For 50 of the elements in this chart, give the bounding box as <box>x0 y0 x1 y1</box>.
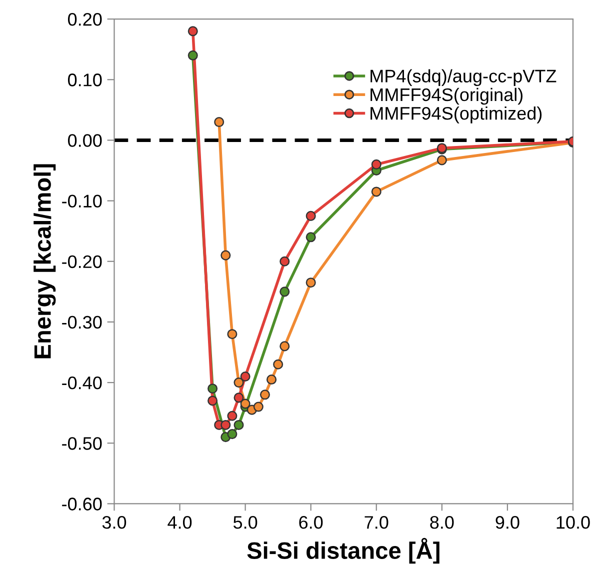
point <box>227 410 238 421</box>
point <box>306 210 316 221</box>
point <box>266 374 277 385</box>
point <box>188 26 198 36</box>
y-tick-label: -0.10 <box>62 194 102 208</box>
point <box>306 232 316 242</box>
point <box>240 398 250 409</box>
point <box>234 392 244 403</box>
point <box>208 396 218 406</box>
point <box>240 371 250 382</box>
point <box>260 390 270 400</box>
x-axis-title: Si-Si distance [Å] <box>247 538 440 564</box>
x-tick-label: 3.0 <box>102 516 126 529</box>
point <box>280 286 290 297</box>
point <box>273 359 284 370</box>
y-tick-label: -0.50 <box>62 437 102 450</box>
y-axis-title: Energy [kcal/mol] <box>34 164 56 358</box>
x-tick-label: 4.0 <box>168 516 192 529</box>
y-tick-label: 0.20 <box>68 12 102 26</box>
point <box>280 256 290 266</box>
point <box>436 155 447 166</box>
y-tick-label: -0.20 <box>62 255 102 268</box>
point <box>214 117 224 128</box>
x-tick-label: 5.0 <box>233 516 258 529</box>
y-tick-label: 0.10 <box>68 74 102 86</box>
point <box>227 329 238 340</box>
x-tick-label: 10.0 <box>556 516 590 529</box>
x-tick-label: 9.0 <box>496 516 520 529</box>
point <box>220 250 231 260</box>
x-tick-label: 6.0 <box>299 516 323 529</box>
point <box>234 420 244 430</box>
legend-label: MMFF94S(optimized) <box>370 106 542 124</box>
point <box>208 384 218 394</box>
point <box>280 341 290 352</box>
point <box>227 429 238 440</box>
point <box>371 159 382 170</box>
point <box>306 278 316 288</box>
point <box>371 186 382 197</box>
y-tick-label: -0.60 <box>62 498 102 510</box>
point <box>220 420 231 430</box>
y-tick-label: -0.40 <box>62 376 102 390</box>
point <box>253 402 264 412</box>
y-tick-label: 0.00 <box>68 134 102 147</box>
legend-label: MMFF94S(original) <box>370 88 523 105</box>
x-tick-label: 8.0 <box>430 516 454 529</box>
x-tick-label: 7.0 <box>364 516 388 529</box>
point <box>234 378 244 388</box>
legend-label: MP4(sdq)/aug-cc-pVTZ <box>370 69 556 86</box>
point <box>188 50 198 60</box>
y-tick-label: -0.30 <box>62 316 102 329</box>
